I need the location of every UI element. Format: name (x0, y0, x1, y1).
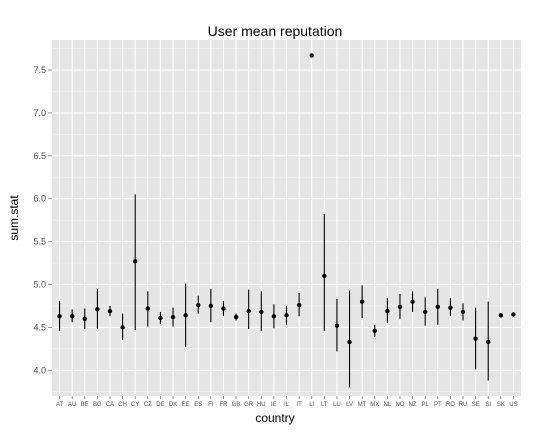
x-tick-label: MX (370, 402, 379, 408)
x-tick-label: LV (346, 402, 353, 408)
mean-point (372, 328, 377, 334)
mean-point (334, 323, 340, 328)
x-tick-label: PT (434, 402, 442, 408)
x-tick-label: CY (131, 402, 139, 408)
y-axis-title: sum.stat (7, 195, 21, 241)
mean-point (435, 304, 440, 309)
y-tick-label: 4.0 (33, 365, 46, 375)
mean-point (221, 306, 226, 311)
y-tick-label: 7.0 (33, 108, 46, 118)
x-tick-label: FI (208, 402, 214, 408)
mean-point (183, 313, 188, 318)
mean-point (145, 306, 151, 311)
mean-point (259, 309, 264, 315)
mean-point (208, 303, 214, 309)
x-tick-label: IE (271, 402, 277, 408)
y-tick-label: 4.5 (33, 322, 46, 332)
x-tick-label: SI (485, 402, 491, 408)
mean-point (158, 315, 163, 321)
mean-point (486, 339, 491, 345)
x-tick-label: BE (81, 402, 89, 408)
mean-point (309, 53, 314, 58)
x-tick-label: CA (106, 402, 114, 408)
x-tick-label: ES (194, 402, 202, 408)
x-tick-label: IT (296, 402, 302, 408)
x-tick-label: SE (472, 402, 480, 408)
y-tick-label: 5.5 (33, 237, 46, 247)
grid (52, 40, 521, 396)
x-tick-label: RO (446, 402, 455, 408)
mean-point (233, 314, 239, 320)
mean-point (69, 314, 75, 319)
mean-point (359, 299, 365, 304)
x-tick-label: NZ (409, 402, 417, 408)
x-tick-label: LI (309, 402, 314, 408)
mean-point (95, 307, 100, 312)
mean-point (271, 314, 277, 319)
x-tick-label: SK (497, 402, 505, 408)
mean-point (410, 299, 415, 304)
x-tick-label: FR (219, 402, 228, 408)
mean-point (296, 302, 302, 308)
mean-point (473, 336, 478, 341)
y-tick-label: 5.0 (33, 279, 46, 289)
mean-point (196, 302, 201, 308)
y-tick-label: 7.5 (33, 65, 46, 75)
mean-point (385, 308, 390, 314)
x-tick-label: RU (459, 402, 468, 408)
x-tick-label: NL (384, 402, 392, 408)
y-axis: 4.0 4.5 5.0 5.5 6.0 6.5 7.0 7.5 (33, 65, 52, 375)
mean-point (57, 314, 62, 319)
mean-point (397, 304, 403, 309)
x-axis: AT AU BE BG CA CH CY CZ DE DK EE ES FI FR GB GR HU IE IL IT… (56, 396, 518, 408)
mean-point (170, 314, 176, 320)
x-tick-label: MT (358, 402, 367, 408)
mean-point (511, 312, 516, 317)
y-tick-label: 6.5 (33, 151, 46, 161)
mean-point (498, 313, 504, 318)
x-tick-label: AU (68, 402, 76, 408)
mean-point (347, 339, 352, 345)
mean-point (133, 259, 138, 264)
x-tick-label: DK (169, 402, 177, 408)
x-tick-label: LT (321, 402, 328, 408)
x-tick-label: NO (395, 402, 404, 408)
x-tick-label: AT (56, 402, 64, 408)
x-tick-label: EE (182, 402, 190, 408)
mean-point (460, 309, 466, 315)
mean-point (82, 316, 87, 321)
x-tick-label: CZ (144, 402, 152, 408)
data-marks (57, 53, 516, 388)
x-tick-label: GR (244, 402, 254, 408)
mean-point (322, 273, 327, 279)
y-tick-label: 6.0 (33, 194, 46, 204)
x-tick-label: LU (333, 402, 341, 408)
x-tick-label: DE (156, 402, 164, 408)
x-tick-label: US (509, 402, 517, 408)
mean-point (107, 308, 113, 314)
x-tick-label: PL (422, 402, 430, 408)
x-tick-label: IL (284, 402, 290, 408)
x-tick-label: HU (257, 402, 266, 408)
x-axis-title: country (255, 411, 294, 425)
mean-point (448, 305, 453, 310)
mean-point (120, 325, 125, 330)
x-tick-label: CH (118, 402, 127, 408)
chart-title: User mean reputation (208, 23, 343, 39)
mean-point (422, 309, 428, 315)
mean-point (246, 308, 251, 314)
mean-point (284, 313, 289, 318)
x-tick-label: BG (93, 402, 102, 408)
x-tick-label: GB (232, 402, 241, 408)
